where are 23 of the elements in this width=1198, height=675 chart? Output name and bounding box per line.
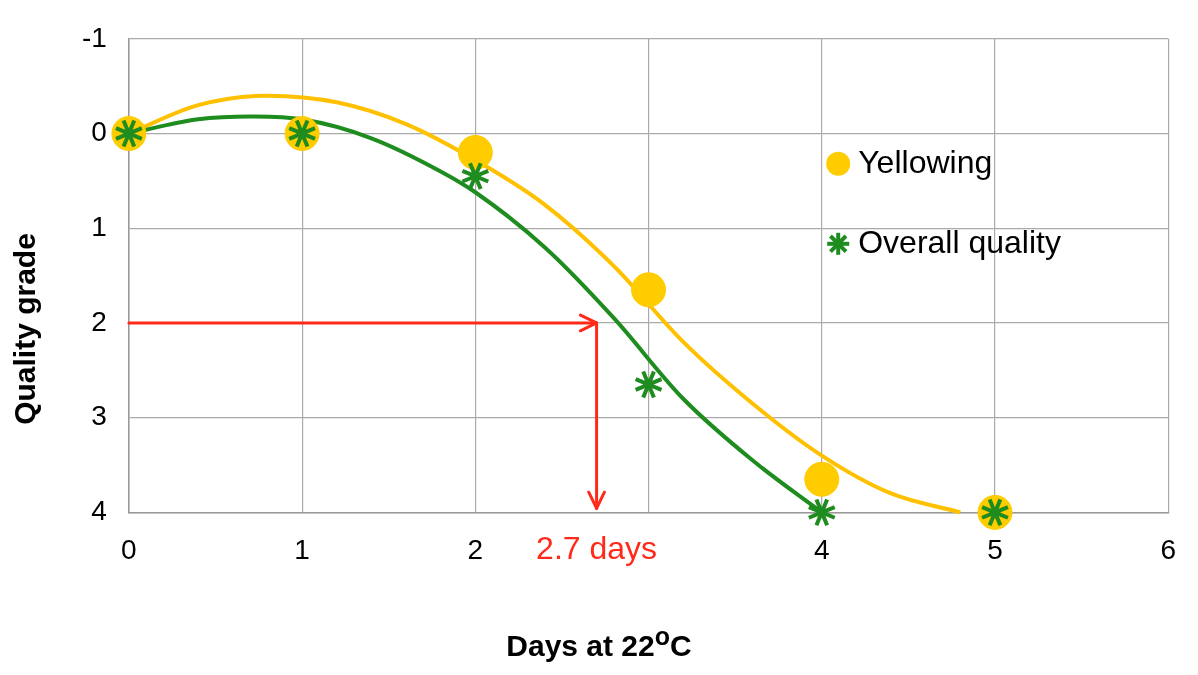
point <box>460 161 491 192</box>
x-axis-title: Days at 22$^{o}$C <box>505 622 693 663</box>
point <box>633 369 664 400</box>
x-tick-label: 5 <box>987 533 1003 565</box>
x-tick-label: 2 <box>467 533 484 565</box>
y-axis-title: Quality grade <box>8 232 42 427</box>
y-tick-label: 1 <box>91 210 107 242</box>
point <box>631 272 667 308</box>
x-tick-label: 6 <box>1160 533 1176 565</box>
x-tick-label: 0 <box>121 533 137 565</box>
y-tick-label: -1 <box>81 21 107 53</box>
point <box>457 134 493 170</box>
y-tick-label: 3 <box>91 400 107 432</box>
y-tick-label: 0 <box>91 116 107 148</box>
legend-label: Overall quality <box>858 223 1061 260</box>
x-tick-label: 1 <box>294 533 310 565</box>
ref-line-label: 2.7 days <box>536 530 658 568</box>
x-tick-label: 4 <box>813 533 830 565</box>
point <box>806 497 837 528</box>
y-tick-label: 2 <box>91 305 107 337</box>
legend-label: Yellowing <box>858 143 993 180</box>
y-tick-label: 4 <box>91 495 107 527</box>
point <box>804 461 840 497</box>
